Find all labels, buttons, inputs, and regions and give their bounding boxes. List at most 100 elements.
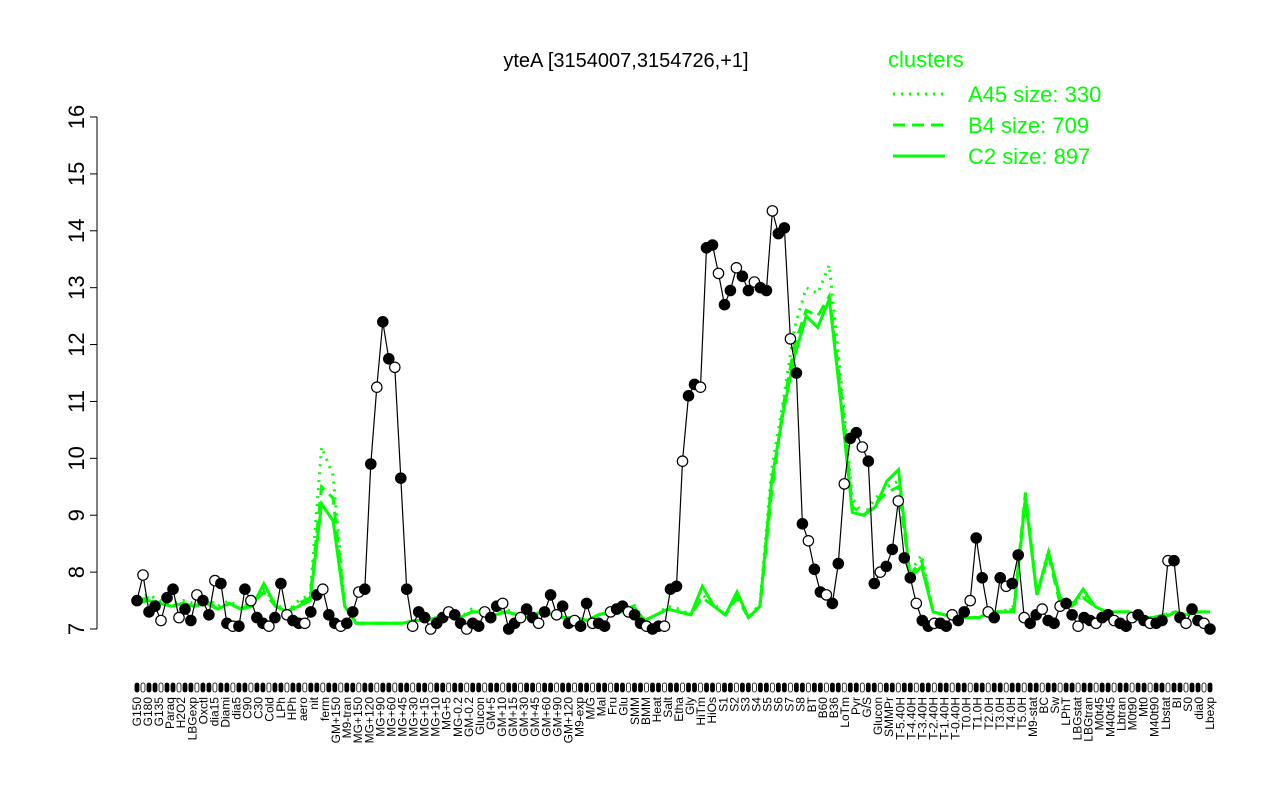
x-tick-label: C30 bbox=[252, 697, 266, 719]
data-point bbox=[131, 594, 143, 607]
cluster-lines bbox=[136, 264, 1210, 625]
data-point bbox=[1066, 608, 1078, 621]
data-point bbox=[796, 517, 809, 530]
y-tick-label: 14 bbox=[64, 219, 89, 243]
rug-mark bbox=[800, 682, 805, 693]
rug-mark bbox=[1105, 682, 1111, 693]
rug-mark bbox=[188, 682, 194, 693]
rug-mark bbox=[290, 682, 296, 693]
rug-mark bbox=[170, 682, 176, 693]
data-point bbox=[1072, 620, 1084, 632]
data-point bbox=[742, 284, 755, 297]
data-point bbox=[239, 583, 251, 595]
rug-mark bbox=[194, 682, 200, 693]
x-tick-label: HPh bbox=[285, 697, 299, 720]
rug-mark bbox=[344, 682, 350, 693]
rug-mark bbox=[572, 682, 577, 693]
rug-mark bbox=[464, 682, 470, 693]
x-tick-label: B60 bbox=[816, 697, 830, 719]
data-point bbox=[155, 614, 167, 627]
x-tick-label: SMM bbox=[628, 697, 642, 725]
rug-mark bbox=[806, 682, 811, 693]
rug-mark bbox=[140, 682, 146, 693]
data-point bbox=[514, 611, 527, 624]
data-point bbox=[952, 614, 964, 627]
rug-mark bbox=[578, 682, 583, 693]
rug-mark bbox=[242, 682, 248, 693]
data-point bbox=[406, 620, 419, 632]
rug-mark bbox=[452, 682, 458, 693]
data-point bbox=[784, 333, 797, 345]
rug-mark bbox=[656, 682, 661, 693]
x-tick-label: S2 bbox=[727, 697, 741, 712]
x-axis-labels: G150G180G135ParaqH2O2LBGexpOxctldia15Dia… bbox=[130, 696, 1217, 743]
data-point bbox=[970, 532, 982, 544]
rug-mark bbox=[650, 682, 655, 693]
x-tick-label: T3.0H bbox=[993, 697, 1007, 730]
rug-mark bbox=[728, 682, 733, 693]
x-tick-label: Lbtran bbox=[1115, 697, 1129, 731]
data-point bbox=[1024, 617, 1036, 630]
rug-mark bbox=[871, 682, 877, 693]
data-point bbox=[724, 284, 737, 297]
rug-mark bbox=[590, 682, 595, 693]
x-tick-label: LBGtran bbox=[1081, 697, 1095, 742]
data-point bbox=[263, 620, 275, 632]
rug-mark bbox=[794, 682, 799, 693]
rug-mark bbox=[296, 682, 302, 693]
rug-mark bbox=[602, 682, 607, 693]
y-tick-label: 9 bbox=[64, 509, 89, 521]
rug-mark bbox=[1033, 682, 1039, 693]
data-point bbox=[167, 583, 179, 595]
rug-mark bbox=[1123, 682, 1129, 693]
rug-mark bbox=[638, 682, 643, 693]
rug-mark bbox=[374, 682, 380, 693]
cluster-line-dotted bbox=[136, 264, 1210, 625]
rug-mark bbox=[338, 682, 344, 693]
data-point bbox=[628, 608, 641, 621]
data-point bbox=[976, 571, 988, 584]
x-tick-label: GM+30 bbox=[517, 697, 531, 737]
x-tick-label: GM+120 bbox=[561, 697, 575, 744]
rug-mark bbox=[752, 682, 757, 693]
rug-mark bbox=[704, 682, 709, 693]
x-tick-label: GM+10 bbox=[495, 697, 509, 737]
rug-mark bbox=[1063, 682, 1069, 693]
x-tick-label: S6 bbox=[772, 697, 786, 712]
x-tick-label: MG-0.2 bbox=[451, 697, 465, 737]
data-point bbox=[730, 261, 743, 274]
rug-mark bbox=[1129, 682, 1135, 693]
x-tick-label: M0t90 bbox=[1126, 697, 1140, 731]
x-tick-label: S5 bbox=[761, 697, 775, 712]
rug-mark bbox=[482, 682, 488, 693]
data-point bbox=[448, 608, 461, 621]
rug-mark bbox=[356, 682, 362, 693]
rug-mark bbox=[859, 682, 865, 693]
rug-mark bbox=[284, 682, 290, 693]
rug-mark bbox=[332, 682, 338, 693]
data-point bbox=[388, 361, 401, 374]
rug-mark bbox=[560, 682, 565, 693]
x-tick-label: BMM bbox=[639, 697, 653, 725]
rug-mark bbox=[1111, 682, 1117, 693]
data-point bbox=[346, 606, 359, 618]
rug-mark bbox=[1003, 682, 1009, 693]
data-point bbox=[766, 205, 779, 217]
data-point bbox=[940, 620, 952, 632]
x-tick-label: G/S bbox=[860, 697, 874, 718]
rug-mark bbox=[1093, 682, 1099, 693]
rug-mark bbox=[476, 682, 482, 693]
x-tick-label: dia15 bbox=[207, 697, 221, 727]
x-tick-label: GM+90 bbox=[550, 697, 564, 737]
rug-mark bbox=[847, 682, 853, 693]
data-point bbox=[1012, 549, 1024, 561]
x-tick-label: LoTm bbox=[838, 697, 852, 728]
rug-mark bbox=[362, 682, 368, 693]
rug-mark bbox=[542, 682, 547, 693]
rug-mark bbox=[218, 682, 224, 693]
data-point bbox=[760, 284, 773, 297]
rug-mark bbox=[614, 682, 619, 693]
rug-mark bbox=[458, 682, 464, 693]
rug-mark bbox=[841, 682, 847, 693]
x-tick-label: B36 bbox=[827, 697, 841, 719]
